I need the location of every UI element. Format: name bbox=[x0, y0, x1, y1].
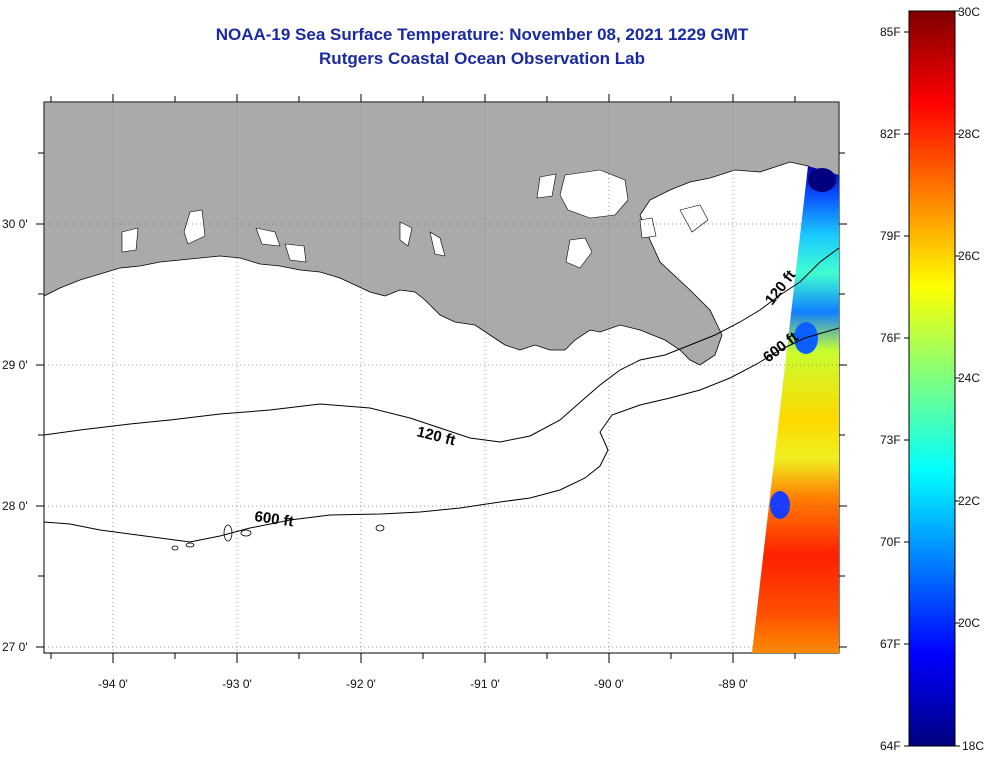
lon-tick-label: -92 0' bbox=[346, 677, 376, 691]
colorbar-c-label: 30C bbox=[958, 5, 980, 19]
colorbar-c-label: 20C bbox=[958, 616, 980, 630]
lat-tick-label: 29 0' bbox=[2, 358, 28, 372]
colorbar-c-label: 24C bbox=[958, 371, 980, 385]
colorbar-f-label: 76F bbox=[880, 331, 901, 345]
colorbar-c-label: 22C bbox=[958, 494, 980, 508]
lon-tick-label: -90 0' bbox=[594, 677, 624, 691]
lakes bbox=[121, 169, 709, 269]
lat-tick-label: 30 0' bbox=[2, 217, 28, 231]
lon-tick-label: -93 0' bbox=[222, 677, 252, 691]
colorbar-f-label: 82F bbox=[880, 127, 901, 141]
cold-patch bbox=[808, 168, 836, 192]
map-subtitle: Rutgers Coastal Ocean Observation Lab bbox=[319, 49, 645, 68]
lon-tick-label: -94 0' bbox=[98, 677, 128, 691]
lat-tick-label: 28 0' bbox=[2, 499, 28, 513]
colorbar bbox=[908, 10, 956, 747]
colorbar-f-label: 70F bbox=[880, 535, 901, 549]
isobath-120ft bbox=[44, 247, 839, 443]
sst-swath bbox=[752, 166, 839, 653]
frame-ticks bbox=[36, 94, 847, 663]
colorbar-f-label: 73F bbox=[880, 433, 901, 447]
colorbar-f-label: 64F bbox=[880, 739, 901, 753]
colorbar-ticks bbox=[904, 10, 960, 747]
lon-tick-label: -89 0' bbox=[718, 677, 748, 691]
graticule bbox=[44, 102, 839, 653]
map-title: NOAA-19 Sea Surface Temperature: Novembe… bbox=[215, 25, 749, 44]
colorbar-c-label: 18C bbox=[962, 739, 984, 753]
cold-patch bbox=[770, 491, 790, 519]
contour-label-600ft: 600 ft bbox=[253, 508, 294, 530]
small-contours bbox=[171, 524, 385, 551]
colorbar-f-label: 85F bbox=[880, 25, 901, 39]
colorbar-c-label: 28C bbox=[958, 127, 980, 141]
colorbar-c-label: 26C bbox=[958, 249, 980, 263]
lon-tick-label: -91 0' bbox=[470, 677, 500, 691]
lat-tick-label: 27 0' bbox=[2, 640, 28, 654]
colorbar-f-label: 79F bbox=[880, 229, 901, 243]
land-mass bbox=[44, 102, 839, 366]
colorbar-f-label: 67F bbox=[880, 637, 901, 651]
isobath-600ft bbox=[44, 327, 839, 543]
